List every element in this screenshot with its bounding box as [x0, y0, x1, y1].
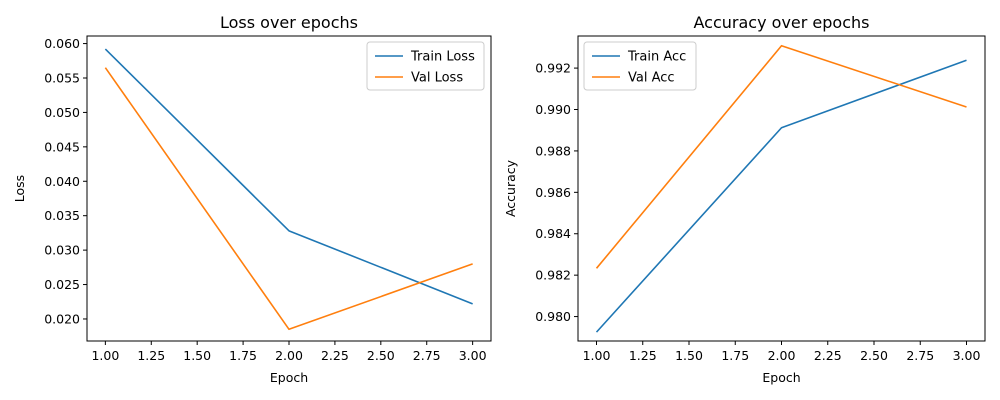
chart-0-x-tick-label: 1.25 [137, 348, 165, 363]
accuracy-chart: Accuracy over epochs 1.00 1.25 1.50 1.75 2.00… [503, 13, 986, 385]
chart-1-legend-box [583, 41, 697, 91]
chart-0-y-tick-label: 0.025 [44, 277, 80, 292]
chart-0-x-tick-label: 2.75 [413, 348, 441, 363]
chart-1-legend-label: Val Acc [628, 71, 675, 86]
chart-1-x-tick-label: 2.50 [860, 348, 888, 363]
chart-0-legend-label: Train Loss [410, 50, 475, 65]
chart-1-y-tick-label: 0.990 [535, 102, 571, 117]
chart-1-y-tick-label: 0.988 [535, 143, 571, 158]
chart-0-x-tick-label: 3.00 [459, 348, 487, 363]
chart-0-title: Loss over epochs [220, 13, 358, 32]
chart-1-x-tick-label: 3.00 [953, 348, 981, 363]
chart-0-y-tick-label: 0.040 [44, 174, 80, 189]
chart-1-x-tick-label: 1.50 [675, 348, 703, 363]
chart-0-y-tick-label: 0.020 [44, 311, 80, 326]
chart-0-y-axis-label: Loss [12, 175, 27, 202]
chart-0-legend-box [366, 41, 485, 91]
chart-1-y-tick-label: 0.980 [535, 309, 571, 324]
chart-0-legend: Train Loss Val Loss [366, 41, 485, 91]
chart-0-x-axis-label: Epoch [270, 370, 308, 385]
chart-1-y-axis-label: Accuracy [503, 159, 518, 217]
chart-1-series-2-line [595, 44, 967, 269]
chart-1-y-tick-label: 0.986 [535, 185, 571, 200]
chart-0-legend-label: Val Loss [411, 71, 463, 86]
chart-1-x-tick-label: 2.25 [814, 348, 842, 363]
chart-1-legend-label: Train Acc [627, 50, 686, 65]
chart-1-x-tick-label: 1.25 [629, 348, 657, 363]
chart-0-y-tick-label: 0.055 [44, 70, 80, 85]
chart-0-y-tick-label: 0.060 [44, 36, 80, 51]
chart-0-y-tick-label: 0.030 [44, 243, 80, 258]
chart-1-plot-area [577, 35, 986, 342]
chart-1-y-tick-label: 0.982 [535, 268, 571, 283]
chart-0-x-tick-label: 2.00 [275, 348, 303, 363]
chart-0-y-tick-label: 0.050 [44, 105, 80, 120]
chart-0-x-tick-label: 1.50 [183, 348, 211, 363]
chart-0-y-tick-label: 0.035 [44, 208, 80, 223]
chart-0-series-2-line [104, 67, 473, 331]
chart-0-series-1-line [104, 48, 473, 305]
chart-1-x-tick-label: 1.00 [583, 348, 611, 363]
chart-1-series-1-line [595, 59, 967, 333]
chart-1-x-tick-label: 1.75 [721, 348, 749, 363]
chart-1-x-tick-label: 2.00 [768, 348, 796, 363]
chart-0-x-tick-label: 2.25 [321, 348, 349, 363]
loss-chart: Loss over epochs 1.00 1.25 1.50 1.75 2.00 2.25… [12, 13, 492, 385]
chart-1-y-tick-label: 0.984 [535, 226, 571, 241]
chart-1-x-axis-label: Epoch [762, 370, 800, 385]
chart-0-y-tick-label: 0.045 [44, 139, 80, 154]
chart-0-x-tick-label: 1.75 [229, 348, 257, 363]
chart-1-x-tick-label: 2.75 [906, 348, 934, 363]
chart-0-x-tick-label: 2.50 [367, 348, 395, 363]
chart-0-x-tick-label: 1.00 [91, 348, 119, 363]
chart-1-y-tick-label: 0.992 [535, 61, 571, 76]
chart-1-title: Accuracy over epochs [694, 13, 870, 32]
chart-1-legend: Train Acc Val Acc [583, 41, 697, 91]
chart-0-plot-area [86, 35, 492, 342]
